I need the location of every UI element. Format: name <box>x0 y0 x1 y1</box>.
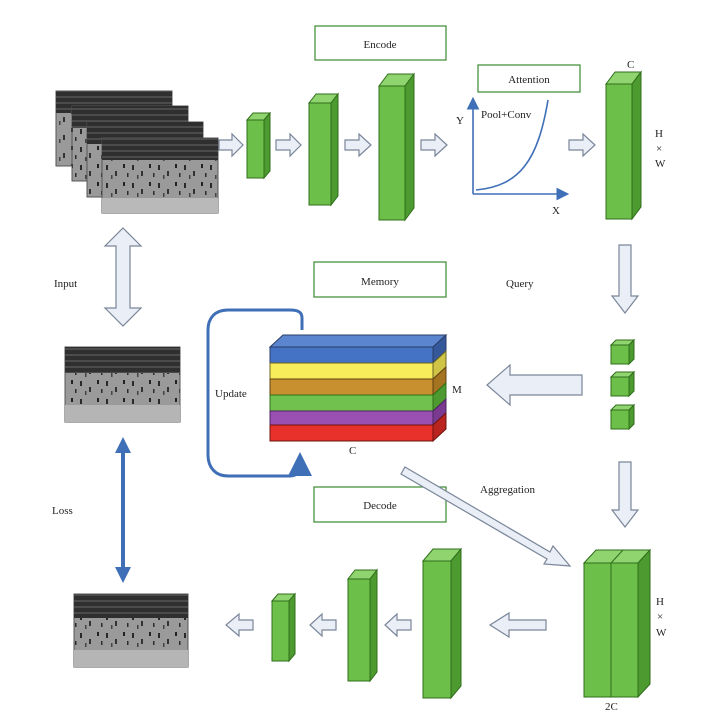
arrow-down <box>610 244 640 314</box>
arrow-right <box>568 132 596 158</box>
query-label: Query <box>506 278 534 290</box>
decode-box: Decode <box>313 486 447 523</box>
arrow-left-query <box>486 363 583 407</box>
decode-label: Decode <box>363 500 397 512</box>
memory-slot <box>269 394 434 412</box>
two-c-label: 2C <box>605 701 618 713</box>
loss-label: Loss <box>52 505 73 517</box>
memory-slot <box>269 346 434 364</box>
times-label: × <box>656 143 662 155</box>
memory-slot <box>269 378 434 396</box>
height-label-2: H <box>656 596 664 608</box>
times-label-2: × <box>657 611 663 623</box>
channel-label: C <box>627 59 634 71</box>
update-loop <box>206 308 312 478</box>
pool-conv-label: Pool+Conv <box>481 109 532 121</box>
aggregation-arrow <box>400 466 572 567</box>
memory-stack <box>268 333 448 443</box>
encoder-block-2 <box>307 92 340 207</box>
query-cube <box>609 403 636 431</box>
arrow-left <box>225 612 254 638</box>
memory-slot <box>269 424 434 442</box>
width-label: W <box>655 158 666 170</box>
loss-double-arrow <box>115 437 131 583</box>
memory-label: Memory <box>361 276 399 288</box>
arrow-down <box>610 461 640 528</box>
query-cube <box>609 338 636 366</box>
axis-y-label: Y <box>456 115 464 127</box>
arrow-right <box>275 132 302 158</box>
decoder-block-1 <box>421 547 463 700</box>
query-cube <box>609 370 636 398</box>
update-label: Update <box>215 388 247 400</box>
encode-box: Encode <box>314 25 447 61</box>
arrow-left <box>384 612 412 638</box>
encoder-block-1 <box>245 111 272 180</box>
arrow-right <box>218 132 244 158</box>
memory-channel-label: C <box>349 445 356 457</box>
arrow-left <box>488 611 547 639</box>
attention-box: Attention <box>477 64 581 93</box>
encoded-feature-block <box>605 70 642 221</box>
input-frame-stack <box>55 90 219 214</box>
attention-plot: Y X Pool+Conv <box>456 96 570 217</box>
input-label: Input <box>54 278 77 290</box>
double-arrow-input <box>103 227 143 327</box>
concat-feature-block <box>582 548 652 699</box>
height-label: H <box>655 128 663 140</box>
memory-slot <box>269 410 434 426</box>
aggregation-label: Aggregation <box>480 484 535 496</box>
decoder-block-2 <box>346 568 379 683</box>
memory-box: Memory <box>313 261 447 298</box>
arrow-right <box>420 132 448 158</box>
arrow-right <box>344 132 372 158</box>
encode-label: Encode <box>364 39 397 51</box>
width-label-2: W <box>656 627 667 639</box>
query-frame <box>64 346 181 423</box>
memory-size-label: M <box>452 384 462 396</box>
memory-slot <box>269 362 434 380</box>
encoder-block-3 <box>378 72 415 222</box>
input-frame <box>101 137 219 214</box>
decoder-block-3 <box>270 592 297 663</box>
attention-label: Attention <box>508 74 550 86</box>
axis-x-label: X <box>552 205 560 217</box>
arrow-left <box>309 612 337 638</box>
output-frame <box>73 593 189 668</box>
